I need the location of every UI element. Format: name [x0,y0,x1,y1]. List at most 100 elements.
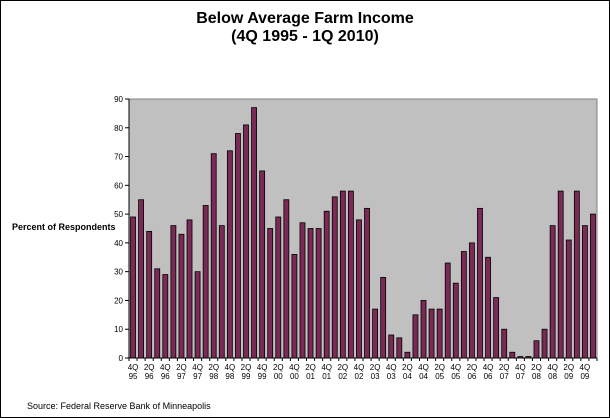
y-tick-label: 70 [114,153,123,162]
x-tick-label: 03 [371,372,380,381]
bar-4q-09 [582,225,588,359]
x-tick-label: 2Q [434,363,445,372]
x-tick-label: 97 [193,372,202,381]
bar-4q-96 [162,274,169,359]
bar-3q-96 [154,268,161,359]
bar-3q-06 [477,207,483,359]
bar-1q-00 [267,228,274,359]
x-tick-label: 00 [290,372,299,381]
bar-2q-01 [307,228,314,359]
x-tick-label: 4Q [515,363,526,372]
x-tick-label: 4Q [450,363,461,372]
bar-2q-03 [372,308,379,359]
bar-3q-99 [251,107,257,359]
bar-3q-03 [380,277,387,359]
x-tick-label: 2Q [531,363,542,372]
x-tick-label: 00 [274,372,283,381]
x-tick-label: 05 [435,372,444,381]
bar-1q-97 [170,225,177,359]
bar-2q-99 [243,124,249,359]
bar-2q-04 [404,351,411,359]
bar-2q-98 [210,153,217,359]
y-tick-label: 60 [114,181,123,190]
bar-2q-08 [533,340,540,359]
bar-1q-99 [235,133,241,359]
x-tick-label: 2Q [305,363,316,372]
x-tick-label: 4Q [289,363,300,372]
bar-3q-05 [444,262,451,359]
y-tick-label: 0 [119,354,124,363]
x-tick-label: 4Q [225,363,236,372]
chart-subtitle: (4Q 1995 - 1Q 2010) [231,28,379,45]
bar-4q-97 [194,271,201,359]
y-tick-label: 50 [114,210,123,219]
bar-3q-08 [541,328,548,359]
x-tick-label: 2Q [208,363,219,372]
x-tick-label: 2Q [563,363,574,372]
bar-1q-96 [138,199,145,359]
bar-4q-02 [356,219,362,359]
bar-1q-04 [396,337,403,359]
x-tick-label: 4Q [192,363,203,372]
y-tick-label: 40 [114,239,123,248]
bar-4q-01 [323,210,330,359]
bar-4q-99 [259,170,266,359]
bar-2q-97 [178,233,185,359]
y-tick-label: 90 [114,95,123,104]
bar-3q-98 [218,225,225,359]
x-tick-label: 06 [484,372,493,381]
x-tick-label: 96 [161,372,170,381]
x-tick-label: 2Q [241,363,252,372]
x-tick-label: 02 [355,372,364,381]
bar-4q-06 [485,256,491,359]
x-tick-label: 98 [225,372,234,381]
bar-3q-02 [347,190,354,359]
x-tick-label: 99 [242,372,251,381]
x-tick-label: 07 [516,372,525,381]
x-tick-label: 95 [129,372,138,381]
bar-2q-09 [565,239,572,359]
x-tick-label: 4Q [160,363,171,372]
x-tick-label: 01 [306,372,315,381]
source-note: Source: Federal Reserve Bank of Minneapo… [27,401,211,411]
bar-4q-08 [549,225,556,359]
bar-1q-05 [428,308,435,359]
x-tick-label: 04 [403,372,412,381]
x-tick-label: 2Q [337,363,348,372]
bar-3q-09 [573,190,580,359]
bar-3q-07 [509,351,516,359]
x-tick-label: 03 [387,372,396,381]
x-tick-label: 4Q [483,363,494,372]
x-tick-label: 06 [467,372,476,381]
bar-1q-01 [299,222,306,359]
y-tick-label: 10 [114,325,123,334]
bar-4q-04 [420,300,427,359]
x-tick-label: 4Q [128,363,139,372]
y-tick-label: 30 [114,268,123,277]
x-tick-label: 4Q [257,363,268,372]
x-tick-label: 4Q [386,363,397,372]
x-tick-label: 4Q [354,363,365,372]
x-tick-label: 4Q [321,363,332,372]
x-tick-label: 2Q [467,363,478,372]
y-tick-label: 20 [114,296,123,305]
x-tick-label: 2Q [176,363,187,372]
x-tick-label: 2Q [273,363,284,372]
bar-2q-02 [339,190,346,359]
x-tick-label: 96 [145,372,154,381]
bar-1q-07 [493,297,500,359]
bar-1q-03 [364,207,370,359]
bar-1q-02 [331,196,338,359]
bar-4q-95 [130,216,136,359]
bar-1q-10 [590,213,596,359]
x-tick-label: 04 [419,372,428,381]
bar-2q-06 [469,242,475,359]
bar-2q-07 [501,328,508,359]
bar-2q-96 [146,230,153,359]
bar-4q-03 [388,334,395,359]
x-tick-label: 05 [451,372,460,381]
x-tick-label: 4Q [418,363,429,372]
x-tick-label: 98 [209,372,218,381]
bar-3q-04 [412,314,419,359]
